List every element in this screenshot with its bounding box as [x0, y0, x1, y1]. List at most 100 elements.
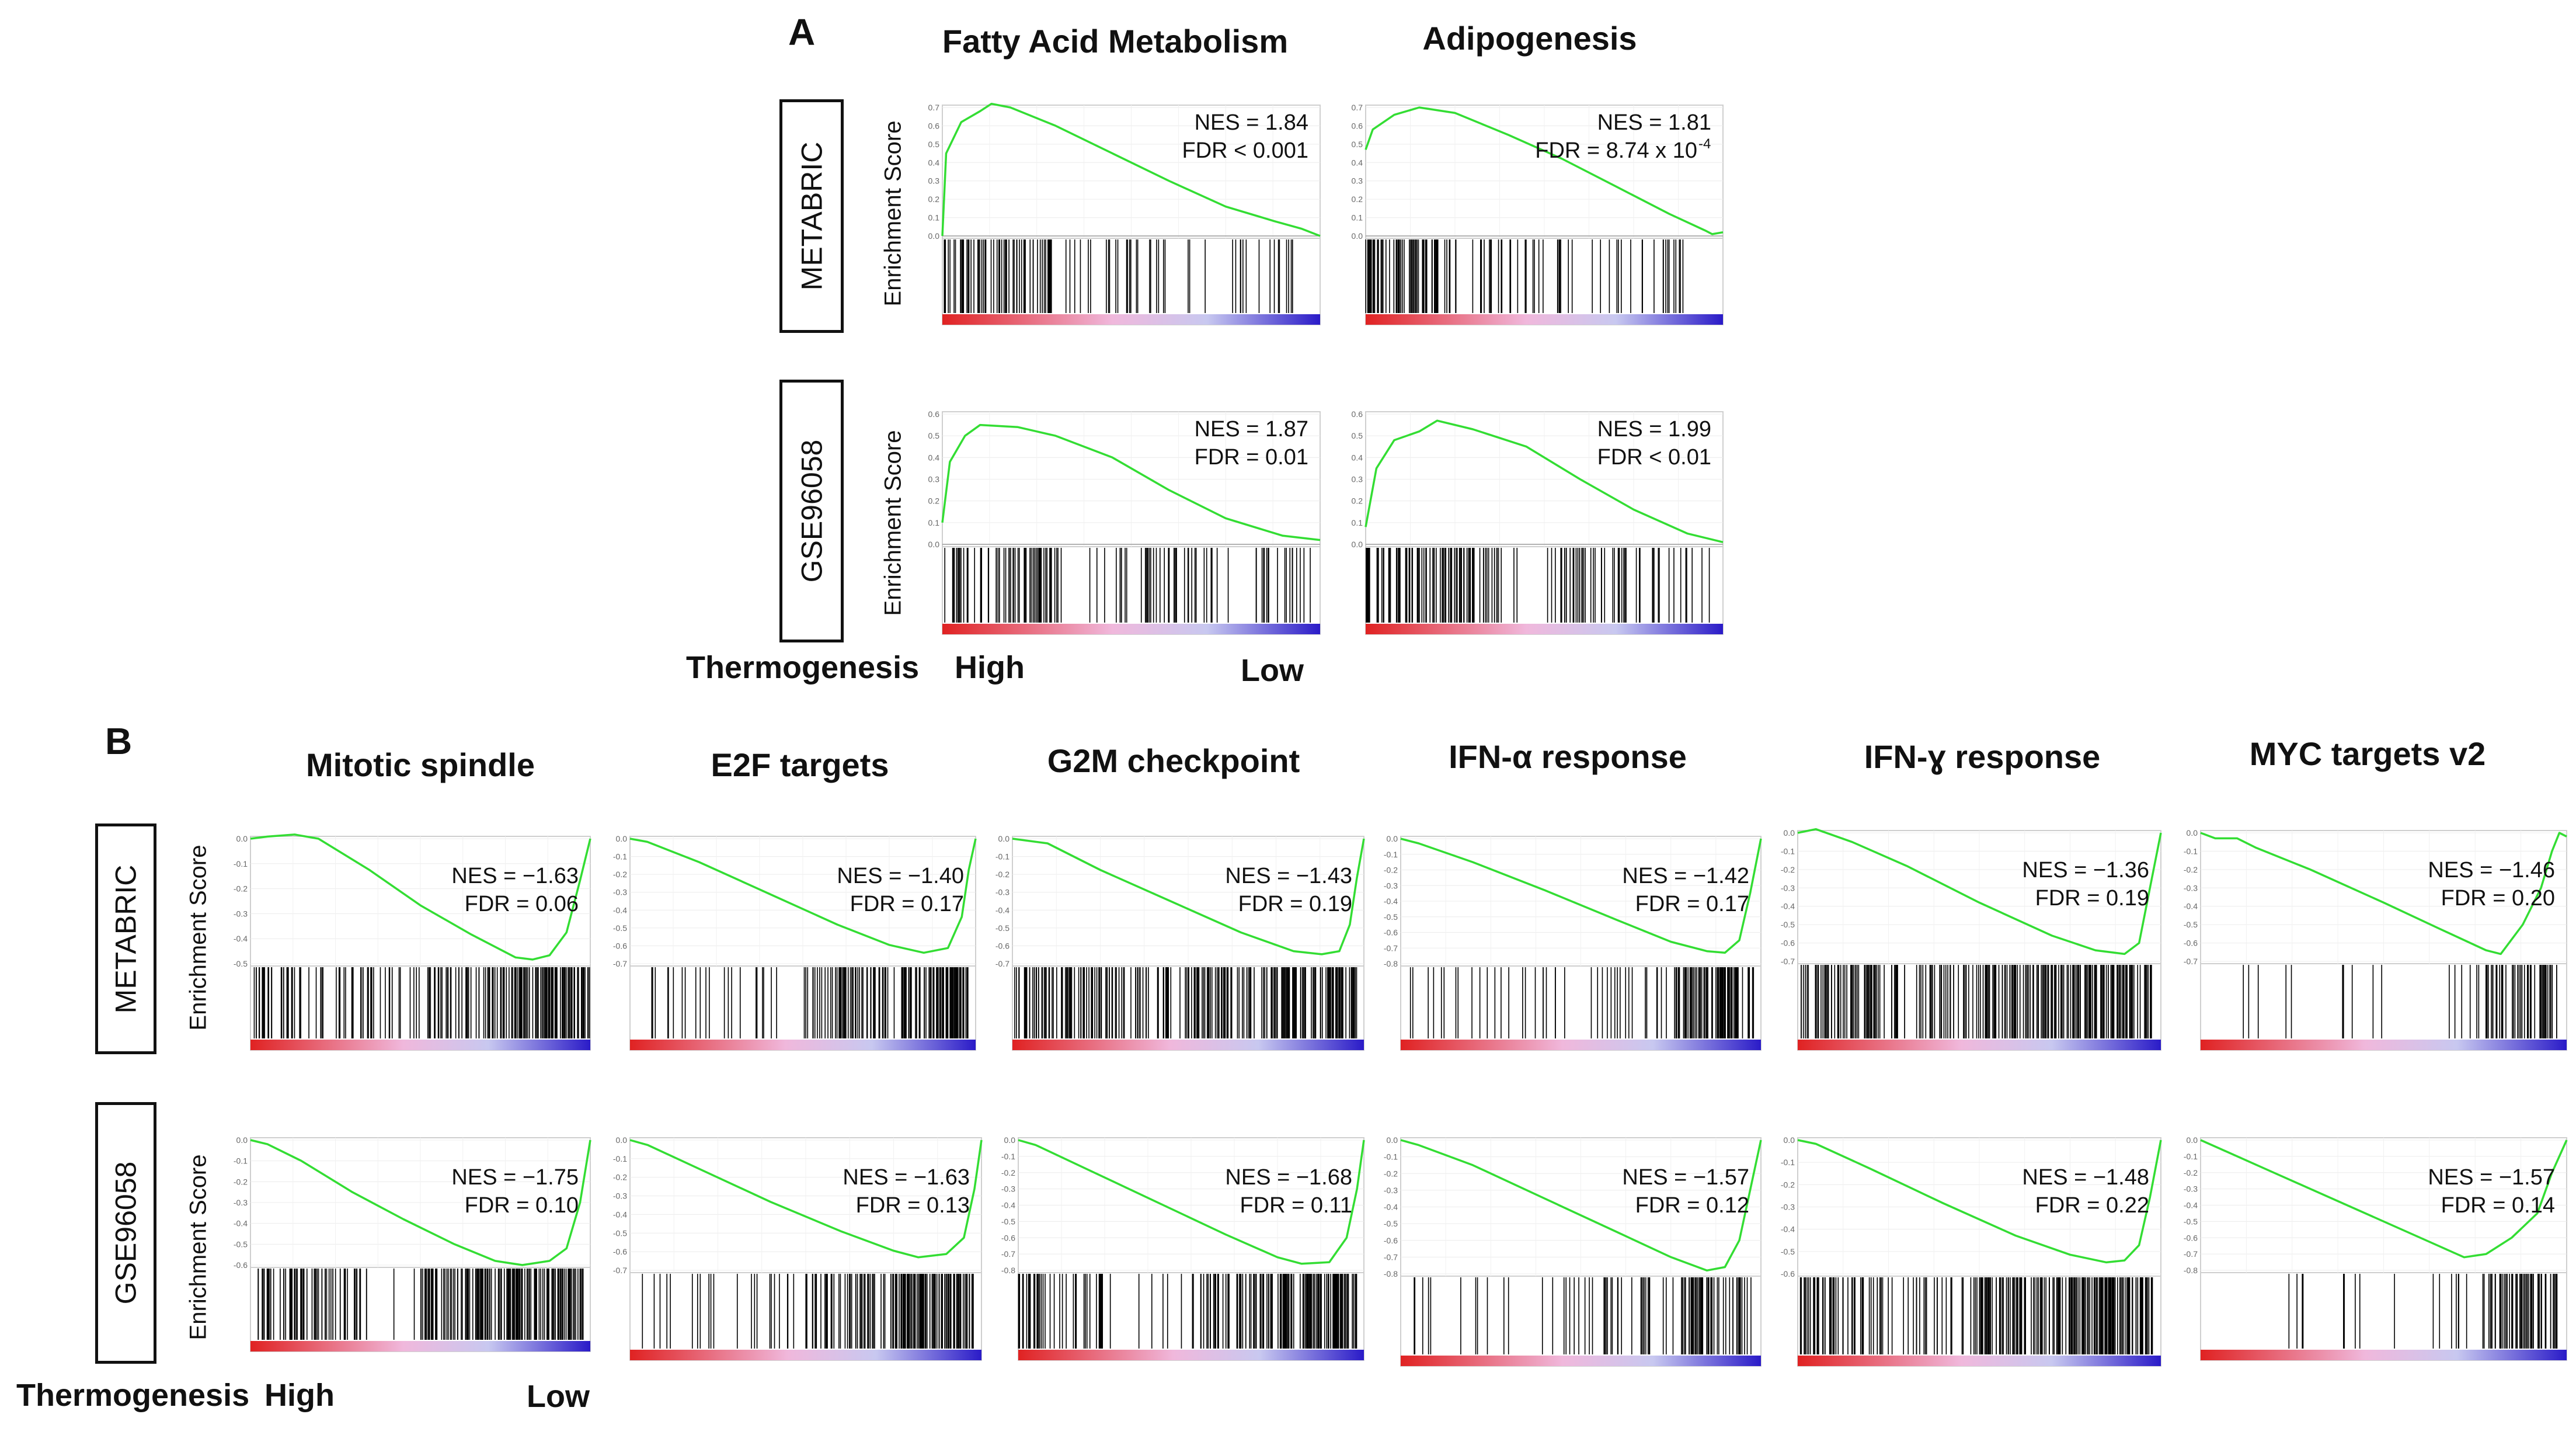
hit-frame: [629, 965, 976, 1051]
y-tick-label: 0.0: [998, 834, 1010, 843]
y-tick-label: -0.2: [613, 1173, 627, 1182]
fdr-label: FDR = 0.13: [856, 1193, 970, 1218]
y-tick-label: -0.4: [1781, 902, 1795, 911]
rank-gradient: [2201, 1350, 2567, 1360]
rank-gradient: [1401, 1356, 1761, 1366]
y-tick-label: -0.3: [1781, 883, 1795, 892]
y-tick-label: 0.0: [928, 231, 940, 241]
y-tick-label: -0.8: [2184, 1266, 2198, 1275]
y-tick-label: -0.7: [2184, 957, 2198, 966]
y-tick-label: -0.7: [613, 959, 627, 968]
nes-label: NES = −1.40: [837, 864, 964, 888]
x-axis-low: Low: [1241, 653, 1304, 688]
fdr-label: FDR = 0.12: [1635, 1193, 1749, 1218]
y-tick-label: 0.0: [616, 1135, 628, 1145]
gsea-plot: 0.0 -0.1 -0.2 -0.3 -0.4 -0.5 NES = −1.63 FDR = …: [234, 833, 591, 1051]
y-tick-label: -0.1: [1781, 1158, 1795, 1167]
y-tick-label: -0.8: [1001, 1266, 1015, 1275]
fdr-label: FDR < 0.01: [1597, 445, 1711, 470]
enrichment-curve: [941, 423, 1321, 541]
panel-label-a: A: [788, 11, 816, 53]
y-tick-label: 0.5: [1352, 431, 1363, 440]
y-tick-label: 0.3: [1352, 176, 1363, 186]
x-axis-high: High: [955, 650, 1025, 685]
gsea-plot: 0.6 0.5 0.4 0.3 0.2 0.1 0.0 NES = 1.87 FDR = 0.0…: [928, 409, 1321, 635]
y-tick-label: -0.6: [613, 1247, 627, 1256]
y-tick-label: -0.1: [234, 1156, 248, 1166]
row-label-text: METABRIC: [795, 141, 829, 291]
y-tick-label: -0.7: [613, 1266, 627, 1275]
y-tick-label: 0.0: [928, 540, 940, 549]
y-tick-label: 0.4: [928, 453, 940, 462]
y-tick-label: -0.1: [613, 852, 627, 861]
nes-label: NES = 1.81: [1597, 110, 1711, 135]
y-tick-label: -0.6: [1001, 1233, 1015, 1242]
y-tick-label: -0.6: [613, 941, 627, 950]
y-tick-label: 0.2: [1352, 194, 1363, 204]
y-tick-label: -0.2: [1384, 1169, 1398, 1178]
y-tick-label: -0.1: [1384, 1152, 1398, 1162]
y-tick-label: -0.7: [995, 959, 1009, 968]
gsea-plot: 0.0 -0.1 -0.2 -0.3 -0.4 -0.5 -0.6 -0.7 NES = −1.…: [1781, 828, 2162, 1051]
rank-gradient: [250, 1040, 590, 1050]
y-tick-label: -0.5: [2184, 920, 2198, 929]
y-tick-label: 0.5: [1352, 140, 1363, 149]
nes-label: NES = −1.68: [1225, 1165, 1352, 1190]
row-label-text: GSE96058: [795, 439, 829, 583]
hit-frame: [2200, 963, 2567, 1051]
y-tick-label: 0.0: [236, 1135, 248, 1145]
enrichment-curve: [1400, 838, 1762, 954]
nes-label: NES = −1.43: [1225, 864, 1352, 888]
y-tick-label: -0.4: [613, 1210, 627, 1219]
y-tick-label: -0.4: [613, 905, 627, 915]
chart-title: MYC targets v2: [2249, 735, 2486, 772]
row-label-gse: GSE96058: [779, 380, 844, 642]
y-tick-label: -0.4: [2184, 1201, 2198, 1210]
nes-label: NES = −1.75: [451, 1165, 579, 1190]
fdr-label: FDR < 0.001: [1182, 138, 1309, 163]
y-tick-label: -0.4: [234, 934, 248, 943]
nes-label: NES = −1.57: [2428, 1165, 2555, 1190]
y-tick-label: -0.2: [1001, 1168, 1015, 1177]
gsea-plot: 0.0 -0.1 -0.2 -0.3 -0.4 -0.5 -0.6 -0.7 -0.8 NES =…: [1001, 1135, 1365, 1361]
y-tick-label: -0.1: [2184, 1152, 2198, 1161]
nes-label: NES = −1.63: [843, 1165, 970, 1190]
gsea-plot: 0.0 -0.1 -0.2 -0.3 -0.4 -0.5 -0.6 -0.7 -0.8 NES =…: [1384, 1135, 1762, 1367]
fdr-label: FDR = 0.19: [1238, 892, 1352, 916]
enrichment-curve: [250, 833, 591, 961]
y-tick-label: 0.4: [1352, 453, 1363, 462]
y-tick-label: 0.0: [1352, 231, 1363, 241]
y-tick-label: -0.2: [1384, 866, 1398, 875]
y-tick-label: -0.6: [234, 1260, 248, 1270]
y-tick-label: 0.0: [1387, 1135, 1398, 1145]
y-tick-label: 0.2: [1352, 496, 1363, 506]
y-tick-label: -0.2: [2184, 1168, 2198, 1177]
y-tick-label: -0.2: [995, 870, 1009, 879]
gsea-plot: 0.0 -0.1 -0.2 -0.3 -0.4 -0.5 -0.6 -0.7 -0.8 NES =…: [2184, 1135, 2568, 1361]
y-tick-label: -0.3: [1781, 1203, 1795, 1212]
y-tick-label: -0.5: [995, 923, 1009, 933]
gsea-plot: 0.0 -0.1 -0.2 -0.3 -0.4 -0.5 -0.6 -0.7 NES = −1.…: [2184, 828, 2567, 1051]
y-tick-label: -0.2: [613, 870, 627, 879]
gsea-plot: 0.7 0.6 0.5 0.4 0.3 0.2 0.1 0.0 NES = 1.84 FDR < …: [928, 102, 1321, 325]
y-tick-label: 0.2: [928, 496, 940, 506]
y-tick-label: -0.3: [2184, 1184, 2198, 1194]
y-axis-label: Enrichment Score: [184, 826, 213, 1048]
fdr-label: FDR = 0.14: [2441, 1193, 2555, 1218]
rank-gradient: [2201, 1040, 2567, 1050]
fdr-label: FDR = 0.17: [1635, 892, 1749, 916]
enrichment-curve: [2200, 832, 2567, 955]
rank-gradient: [1366, 314, 1723, 325]
y-tick-label: -0.3: [2184, 883, 2198, 892]
fdr-label: FDR = 0.17: [850, 892, 964, 916]
y-tick-label: 0.3: [928, 176, 940, 186]
y-tick-label: -0.5: [613, 1228, 627, 1238]
rank-gradient: [1012, 1040, 1364, 1050]
y-tick-label: -0.5: [613, 923, 627, 933]
y-tick-label: 0.5: [928, 431, 940, 440]
row-label-text: METABRIC: [109, 864, 142, 1013]
y-tick-label: 0.1: [1352, 518, 1363, 527]
chart-title: E2F targets: [711, 746, 889, 783]
y-tick-label: -0.4: [1001, 1201, 1015, 1210]
chart-title: IFN-α response: [1449, 738, 1687, 775]
